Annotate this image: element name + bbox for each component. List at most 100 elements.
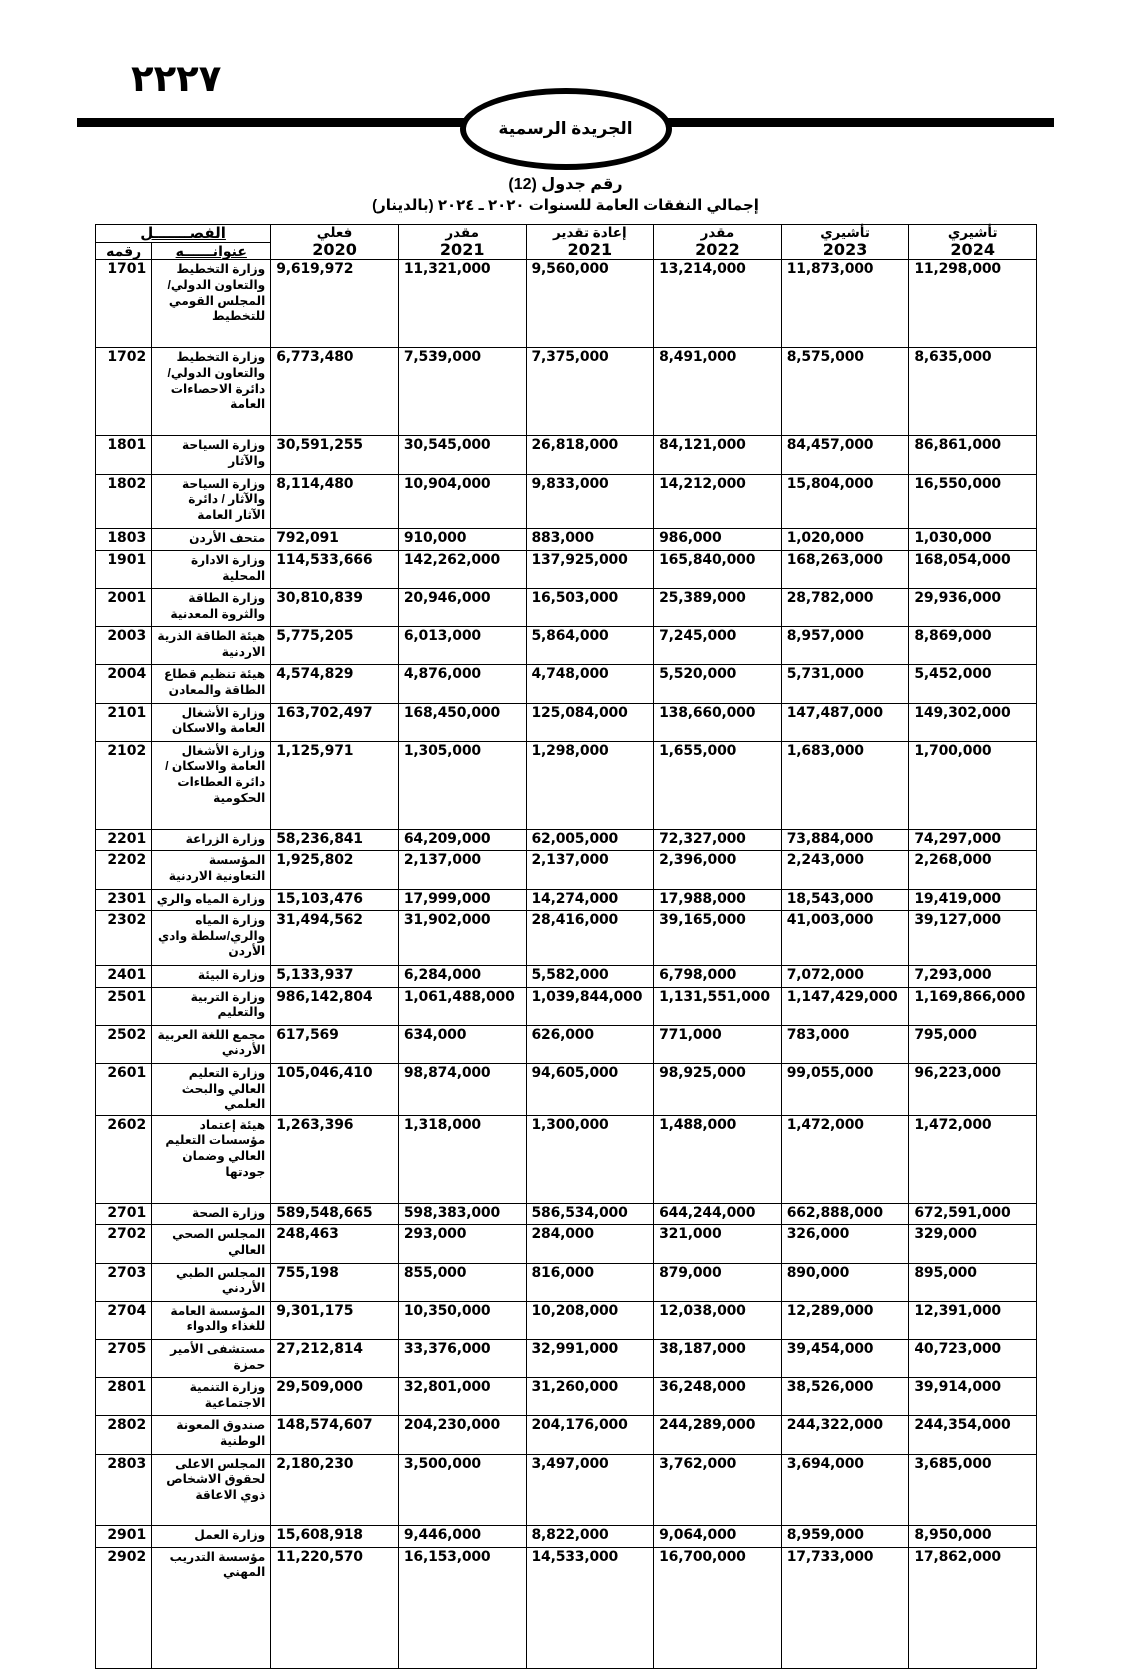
cell-v2020: 248,463	[270, 1224, 399, 1264]
cell-v2021r: 626,000	[525, 1024, 655, 1065]
cell-v2021e: 32,801,000	[397, 1377, 527, 1417]
table-row: 7,293,000 7,072,000 6,798,000 5,582,000 6,28…	[94, 965, 1037, 988]
cell-v2023: 7,072,000	[780, 965, 910, 988]
cell-v2023: 8,957,000	[780, 626, 910, 666]
cell-v2022: 17,988,000	[653, 888, 782, 912]
cell-chapter-code: 2202	[94, 850, 153, 890]
cell-v2020: 755,198	[270, 1262, 399, 1302]
cell-v2021e: 11,321,000	[397, 259, 527, 349]
cell-v2021r: 2,137,000	[525, 850, 655, 890]
cell-v2020: 589,548,665	[270, 1202, 399, 1226]
cell-v2024: 8,635,000	[908, 347, 1037, 437]
cell-v2021r: 816,000	[525, 1262, 655, 1302]
cell-v2024: 12,391,000	[908, 1300, 1037, 1340]
cell-chapter-code: 1803	[94, 528, 153, 551]
cell-v2023: 3,694,000	[780, 1453, 910, 1526]
cell-v2020: 8,114,480	[270, 473, 399, 530]
cell-chapter-name: المؤسسة التعاونية الاردنية	[151, 850, 272, 890]
cell-v2020: 5,775,205	[270, 626, 399, 666]
cell-v2022: 7,245,000	[653, 626, 782, 666]
col-header-2021-estimate: مقدر 2021	[397, 223, 527, 261]
cell-chapter-name: صندوق المعونة الوطنية	[151, 1415, 272, 1455]
table-row: 74,297,000 73,884,000 72,327,000 62,005,000…	[94, 828, 1037, 852]
cell-v2022: 16,700,000	[653, 1546, 782, 1669]
cell-v2022: 165,840,000	[653, 549, 782, 590]
cell-v2020: 1,925,802	[270, 850, 399, 890]
cell-v2022: 6,798,000	[653, 965, 782, 988]
cell-chapter-code: 2705	[94, 1338, 153, 1379]
cell-v2021e: 6,013,000	[397, 626, 527, 666]
table-row: 86,861,000 84,457,000 84,121,000 26,818,000…	[94, 435, 1037, 475]
col-header-2021-revised: إعادة تقدير 2021	[525, 223, 655, 261]
cell-chapter-name: وزارة المياه والري	[151, 888, 272, 912]
cell-chapter-code: 1802	[94, 473, 153, 530]
gazette-page: ٢٢٢٧ الجريدة الرسمية رقم جدول (12) إجمال…	[0, 60, 1131, 1669]
cell-chapter-name: وزارة الأشغال العامة والاسكان / دائرة ال…	[151, 740, 272, 830]
cell-v2020: 617,569	[270, 1024, 399, 1065]
cell-v2024: 7,293,000	[908, 965, 1037, 988]
table-row: 29,936,000 28,782,000 25,389,000 16,503,000…	[94, 588, 1037, 628]
header-row-bottom: عنوانــــــه رقمه	[94, 242, 1037, 261]
col-header-chapter-group: الفصـــــــل	[94, 223, 272, 244]
cell-v2021e: 7,539,000	[397, 347, 527, 437]
cell-v2021e: 30,545,000	[397, 435, 527, 475]
cell-chapter-name: المجلس الاعلى لحقوق الاشخاص ذوي الاعاقة	[151, 1453, 272, 1526]
table-number: رقم جدول (12)	[508, 176, 623, 193]
cell-v2024: 149,302,000	[908, 702, 1037, 742]
cell-v2021e: 1,061,488,000	[397, 986, 527, 1026]
cell-v2020: 6,773,480	[270, 347, 399, 437]
table-row: 96,223,000 99,055,000 98,925,000 94,605,000…	[94, 1063, 1037, 1116]
col-header-2020-actual: فعلي 2020	[270, 223, 399, 261]
table-row: 1,700,000 1,683,000 1,655,000 1,298,000 1,30…	[94, 740, 1037, 830]
cell-v2021e: 168,450,000	[397, 702, 527, 742]
cell-v2020: 792,091	[270, 528, 399, 551]
cell-v2024: 96,223,000	[908, 1063, 1037, 1116]
gazette-seal: الجريدة الرسمية	[459, 88, 672, 170]
cell-v2024: 895,000	[908, 1262, 1037, 1302]
cell-v2023: 38,526,000	[780, 1377, 910, 1417]
cell-v2024: 39,127,000	[908, 910, 1037, 967]
table-row: 8,869,000 8,957,000 7,245,000 5,864,000 6,01…	[94, 626, 1037, 666]
cell-v2022: 36,248,000	[653, 1377, 782, 1417]
table-row: 12,391,000 12,289,000 12,038,000 10,208,000…	[94, 1300, 1037, 1340]
cell-v2023: 41,003,000	[780, 910, 910, 967]
cell-v2021r: 10,208,000	[525, 1300, 655, 1340]
cell-chapter-code: 1901	[94, 549, 153, 590]
cell-v2024: 2,268,000	[908, 850, 1037, 890]
cell-v2021r: 125,084,000	[525, 702, 655, 742]
cell-v2024: 39,914,000	[908, 1377, 1037, 1417]
cell-v2021r: 32,991,000	[525, 1338, 655, 1379]
cell-v2022: 138,660,000	[653, 702, 782, 742]
cell-chapter-code: 2001	[94, 588, 153, 628]
cell-v2021r: 1,300,000	[525, 1114, 655, 1204]
cell-v2023: 168,263,000	[780, 549, 910, 590]
cell-v2022: 3,762,000	[653, 1453, 782, 1526]
cell-v2024: 16,550,000	[908, 473, 1037, 530]
cell-v2023: 99,055,000	[780, 1063, 910, 1116]
cell-v2021e: 31,902,000	[397, 910, 527, 967]
cell-v2023: 662,888,000	[780, 1202, 910, 1226]
table-titles: رقم جدول (12) إجمالي النفقات العامة للسن…	[0, 175, 1131, 216]
cell-chapter-code: 2602	[94, 1114, 153, 1204]
cell-v2021e: 1,318,000	[397, 1114, 527, 1204]
cell-v2022: 12,038,000	[653, 1300, 782, 1340]
cell-v2023: 12,289,000	[780, 1300, 910, 1340]
cell-v2024: 1,700,000	[908, 740, 1037, 830]
cell-v2023: 783,000	[780, 1024, 910, 1065]
cell-v2023: 1,147,429,000	[780, 986, 910, 1026]
table-row: 2,268,000 2,243,000 2,396,000 2,137,000 2,13…	[94, 850, 1037, 890]
cell-v2023: 8,575,000	[780, 347, 910, 437]
table-row: 16,550,000 15,804,000 14,212,000 9,833,000 1…	[94, 473, 1037, 530]
cell-chapter-name: وزارة التربية والتعليم	[151, 986, 272, 1026]
cell-v2022: 38,187,000	[653, 1338, 782, 1379]
cell-chapter-code: 2901	[94, 1524, 153, 1548]
col-header-chapter-name: عنوانــــــه	[151, 242, 272, 261]
table-row: 8,635,000 8,575,000 8,491,000 7,375,000 7,53…	[94, 347, 1037, 437]
cell-v2022: 8,491,000	[653, 347, 782, 437]
cell-v2020: 9,619,972	[270, 259, 399, 349]
cell-v2023: 1,472,000	[780, 1114, 910, 1204]
table-row: 329,000 326,000 321,000 284,000 293,000 248,4…	[94, 1224, 1037, 1264]
cell-v2024: 1,472,000	[908, 1114, 1037, 1204]
cell-v2020: 15,103,476	[270, 888, 399, 912]
cell-v2020: 2,180,230	[270, 1453, 399, 1526]
